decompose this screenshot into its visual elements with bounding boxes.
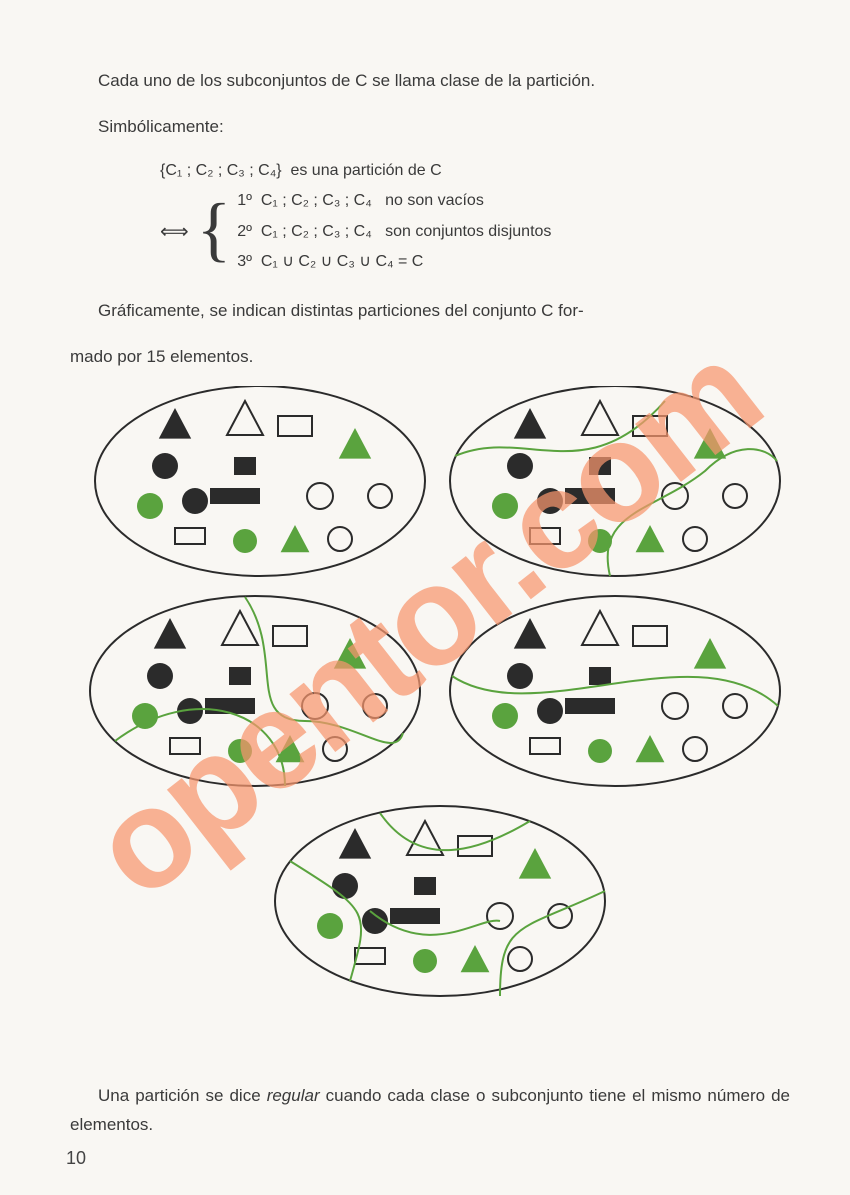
brace-icon: {: [197, 197, 232, 262]
page-number: 10: [66, 1148, 86, 1169]
paragraph-1: Cada uno de los subconjuntos de C se lla…: [70, 67, 790, 96]
iff-symbol: ⟺: [160, 213, 189, 251]
text: Cada uno de los subconjuntos de C se lla…: [98, 71, 595, 90]
text: mado por 15 elementos.: [70, 347, 253, 366]
formula-top: {C₁ ; C₂ ; C₃ ; C₄} es una partición de …: [160, 156, 790, 186]
diagram-svg: [70, 386, 790, 1026]
formula-cond-2: 2º C₁ ; C₂ ; C₃ ; C₄ son conjuntos disju…: [237, 217, 551, 247]
formula-cond-3: 3º C₁ ∪ C₂ ∪ C₃ ∪ C₄ = C: [237, 247, 551, 277]
text: Simbólicamente:: [98, 117, 224, 136]
paragraph-3b: mado por 15 elementos.: [70, 343, 790, 372]
paragraph-3a: Gráficamente, se indican distintas parti…: [70, 297, 790, 326]
diagram-area: [70, 386, 790, 1076]
formula-block: {C₁ ; C₂ ; C₃ ; C₄} es una partición de …: [160, 156, 790, 278]
text: Gráficamente, se indican distintas parti…: [98, 301, 584, 320]
paragraph-2: Simbólicamente:: [70, 113, 790, 142]
formula-cond-1: 1º C₁ ; C₂ ; C₃ ; C₄ no son vacíos: [237, 186, 551, 216]
text: Una partición se dice: [98, 1086, 267, 1105]
text-italic: regular: [267, 1086, 320, 1105]
paragraph-4: Una partición se dice regular cuando cad…: [70, 1082, 790, 1140]
